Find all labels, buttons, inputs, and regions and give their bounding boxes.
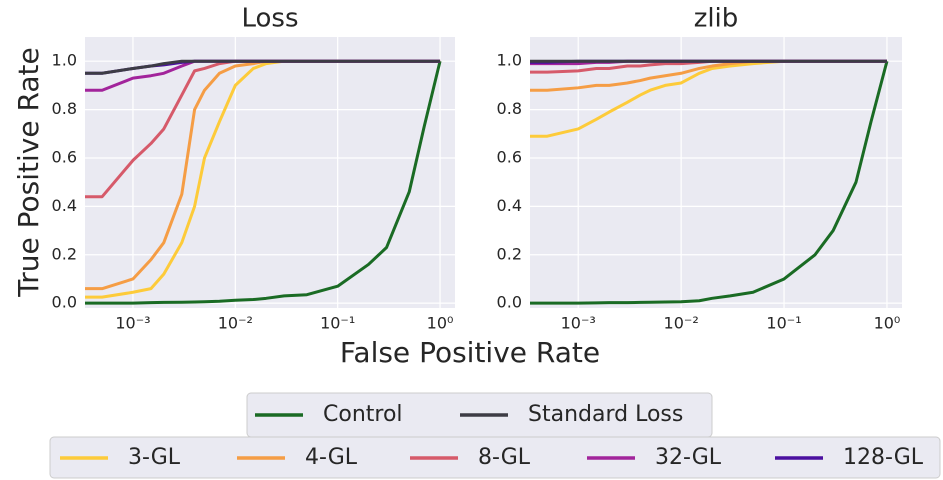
x-tick-label: 10⁻¹ — [766, 314, 801, 333]
x-tick-label: 10⁻³ — [115, 314, 150, 333]
chart-title: zlib — [694, 4, 739, 34]
x-tick-label: 10⁻¹ — [320, 314, 355, 333]
y-tick-label: 0.2 — [52, 244, 77, 263]
y-tick-label: 0.2 — [497, 244, 522, 263]
y-axis-label: True Positive Rate — [12, 47, 45, 297]
x-tick-label: 10⁻³ — [561, 314, 596, 333]
y-tick-label: 0.0 — [497, 293, 522, 312]
x-tick-label: 10⁻² — [218, 314, 253, 333]
y-tick-label: 0.4 — [52, 196, 77, 215]
legend-label: 8-GL — [478, 445, 531, 470]
y-tick-label: 0.4 — [497, 196, 522, 215]
legend-label: Control — [323, 402, 403, 427]
series-line — [85, 59, 441, 75]
x-tick-label: 10⁰ — [427, 314, 454, 333]
y-tick-label: 0.8 — [52, 99, 77, 118]
legend-label: 3-GL — [128, 445, 181, 470]
x-axis-label: False Positive Rate — [340, 336, 600, 369]
y-tick-label: 0.6 — [497, 147, 522, 166]
chart-title: Loss — [241, 4, 298, 34]
legend-box — [49, 436, 941, 479]
legend-label: Standard Loss — [528, 402, 683, 427]
y-tick-label: 0.6 — [52, 147, 77, 166]
legend-label: 32-GL — [655, 445, 722, 470]
x-tick-label: 10⁰ — [874, 314, 901, 333]
y-tick-label: 1.0 — [497, 51, 522, 70]
legend-label: 4-GL — [305, 445, 358, 470]
plot-area — [530, 37, 902, 308]
y-tick-label: 0.0 — [52, 293, 77, 312]
legend-label: 128-GL — [843, 445, 924, 470]
series-line — [530, 60, 889, 305]
y-tick-label: 0.8 — [497, 99, 522, 118]
y-tick-label: 1.0 — [52, 51, 77, 70]
series-line — [85, 60, 442, 305]
x-tick-label: 10⁻² — [664, 314, 699, 333]
